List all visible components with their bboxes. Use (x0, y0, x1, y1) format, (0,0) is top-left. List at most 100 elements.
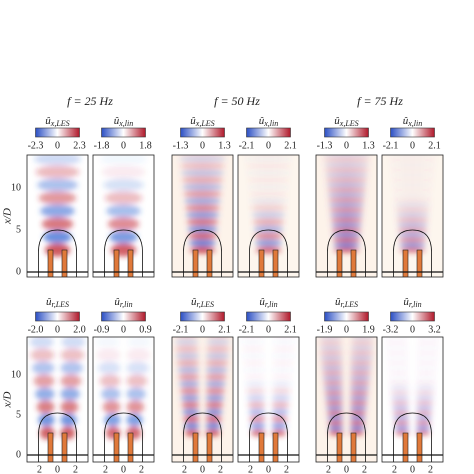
field-blob (385, 350, 410, 356)
field-blob (390, 395, 410, 401)
field-blob (415, 420, 432, 426)
flame-contour (183, 229, 222, 277)
field-blob (205, 394, 225, 402)
field-blob (349, 400, 368, 406)
field-blob (415, 380, 437, 386)
field (382, 337, 443, 462)
field-blob (349, 360, 373, 366)
field-blob (271, 401, 290, 409)
field-blob (326, 410, 344, 416)
field-blob (318, 340, 343, 346)
field-blob (187, 225, 218, 233)
label-symbol: û (334, 115, 340, 127)
field-blob (392, 182, 433, 188)
field-blob (322, 375, 344, 381)
field-blob (396, 217, 429, 223)
field-blobs (174, 337, 231, 437)
colorbar-tick-label: 0 (410, 324, 415, 335)
colorbar-tick-label: -2.1 (239, 324, 255, 335)
field-blob (180, 394, 200, 402)
field-blob (322, 155, 371, 158)
field-blob (326, 182, 367, 188)
field-blob (415, 350, 440, 356)
field-blob (205, 401, 224, 409)
field-blob (392, 410, 410, 416)
colorbar-tick-label: -2.1 (383, 140, 399, 151)
label-subscript: x,lin (263, 119, 278, 128)
label-symbol: û (114, 115, 120, 127)
field-blob (319, 355, 344, 361)
colorbar-tick-label: 1.3 (362, 140, 375, 151)
y-tick-label: 5 (16, 409, 21, 420)
field-blob (415, 400, 434, 406)
field-blob (349, 375, 371, 381)
field-blob (205, 359, 229, 367)
field-blob (126, 374, 148, 388)
nozzle (206, 432, 213, 462)
flame-contour (104, 412, 143, 462)
field-blob (325, 400, 344, 406)
field-blob (244, 155, 293, 163)
colorbar (35, 127, 80, 138)
field-blob (103, 178, 144, 192)
field-blob (38, 413, 55, 427)
nozzle (416, 432, 423, 462)
field-blob (386, 360, 410, 366)
field-blob (388, 375, 410, 381)
field-blob (389, 157, 436, 163)
flame-contour (327, 229, 366, 277)
x-tick-label: 2 (428, 464, 433, 474)
field (238, 155, 299, 277)
colorbar (101, 311, 146, 322)
colorbar-tick-label: 0.9 (139, 324, 152, 335)
field-blob (106, 204, 141, 218)
field-blob (43, 230, 72, 244)
nozzle (336, 432, 343, 462)
label-symbol: û (191, 296, 197, 308)
field-blob (384, 340, 409, 346)
label-symbol: û (403, 115, 409, 127)
field-blob (126, 413, 143, 427)
field-blob (183, 415, 200, 423)
field-blobs (33, 155, 82, 257)
field-blob (327, 197, 366, 203)
colorbar-tick-label: 2.1 (284, 324, 297, 335)
colorbar-tick-label: 1.8 (139, 140, 152, 151)
colorbar-tick-label: -2.0 (28, 324, 44, 335)
field-blob (251, 211, 286, 219)
field-blob (33, 155, 82, 166)
field-blob (398, 232, 427, 238)
field-blob (349, 365, 372, 371)
nozzle (350, 249, 357, 277)
field-blob (35, 387, 55, 401)
label-symbol: û (259, 296, 265, 308)
field-blob (240, 338, 265, 346)
field-blob (324, 395, 344, 401)
x-tick-label: 2 (139, 464, 144, 474)
field-blob (248, 183, 289, 191)
x-tick-label: 2 (326, 464, 331, 474)
x-tick-label: 0 (266, 464, 271, 474)
panel-label: ûr,lin (259, 296, 277, 309)
nozzle (192, 432, 199, 462)
label-subscript: r,LES (196, 300, 214, 309)
field-blob (175, 352, 200, 360)
field-blob (415, 410, 433, 416)
field-blob (127, 337, 152, 349)
field (93, 155, 154, 277)
x-tick-label: 0 (200, 464, 205, 474)
field-blob (109, 230, 138, 244)
field-blob (206, 338, 231, 346)
label-symbol: û (403, 296, 409, 308)
field-blob (96, 348, 121, 362)
field-blob (183, 190, 222, 198)
field-blob (179, 387, 200, 395)
field-blob (323, 157, 370, 163)
colorbar-tick-label: -1.3 (317, 140, 333, 151)
panel-frame (315, 154, 378, 278)
field-blob (395, 212, 430, 218)
field-blob (249, 190, 288, 198)
nozzle (47, 249, 54, 277)
nozzle (113, 432, 120, 462)
